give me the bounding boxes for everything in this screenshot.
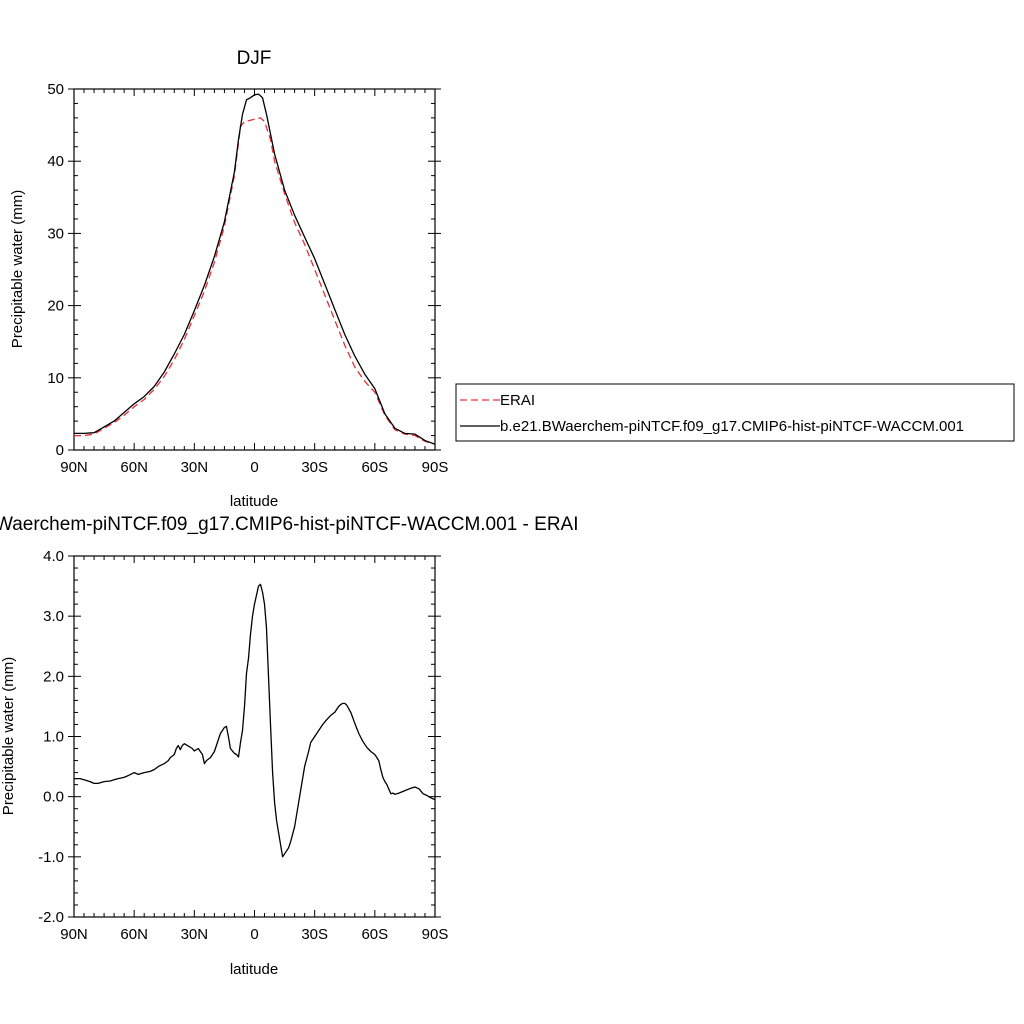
y-tick-label: 0	[56, 442, 64, 459]
plot-area: 90N 60N 30N 0 30S 60S 90S 0 10 20 30 40 50	[47, 81, 448, 476]
legend-box	[455, 383, 1015, 442]
plot-area: 90N 60N 30N 0 30S 60S 90S -2.0 -1.0 0.0 1.0 2.0 3.0 4…	[38, 548, 448, 943]
x-tick-label: 90N	[60, 459, 88, 476]
series-line-model	[74, 93, 436, 445]
x-tick-label: 0	[250, 926, 258, 943]
chart-title: b.e21.BWaerchem-piNTCF.f09_g17.CMIP6-his…	[0, 514, 579, 535]
x-tick-label: 60S	[361, 926, 388, 943]
y-tick-label: 2.0	[43, 668, 64, 685]
djf-precipitable-water-panel: DJF Precipitable water (mm) latitude 90N…	[9, 48, 448, 510]
difference-panel: b.e21.BWaerchem-piNTCF.f09_g17.CMIP6-his…	[0, 514, 579, 978]
y-tick-label: 1.0	[43, 729, 64, 746]
legend-label-erai: ERAI	[500, 392, 535, 409]
x-axis-label: latitude	[230, 961, 278, 978]
x-tick-label: 60N	[120, 926, 148, 943]
y-tick-label: 3.0	[43, 608, 64, 625]
x-tick-label: 90S	[422, 459, 449, 476]
legend-label-model: b.e21.BWaerchem-piNTCF.f09_g17.CMIP6-his…	[500, 418, 964, 435]
y-tick-label: 10	[47, 370, 64, 387]
y-tick-label: 30	[47, 225, 64, 242]
series-line-model	[74, 583, 436, 858]
x-tick-label: 90N	[60, 926, 88, 943]
plot-frame	[73, 555, 436, 918]
series-line-erai	[74, 117, 436, 445]
y-tick-label: -1.0	[38, 849, 64, 866]
y-tick-label: 20	[47, 298, 64, 315]
legend: ERAI b.e21.BWaerchem-piNTCF.f09_g17.CMIP…	[455, 383, 1015, 442]
x-tick-label: 30N	[181, 926, 209, 943]
x-axis-label: latitude	[230, 493, 278, 510]
plot-frame	[73, 88, 436, 451]
y-axis-label: Precipitable water (mm)	[9, 190, 26, 348]
x-tick-label: 0	[250, 459, 258, 476]
x-tick-label: 30S	[301, 926, 328, 943]
x-tick-label: 30S	[301, 459, 328, 476]
y-tick-label: 40	[47, 153, 64, 170]
y-tick-label: 4.0	[43, 548, 64, 565]
y-axis-label: Precipitable water (mm)	[0, 657, 17, 815]
y-tick-label: 50	[47, 81, 64, 98]
x-tick-label: 60S	[361, 459, 388, 476]
x-tick-label: 30N	[181, 459, 209, 476]
chart-title: DJF	[237, 48, 272, 69]
y-tick-label: 0.0	[43, 789, 64, 806]
x-tick-label: 60N	[120, 459, 148, 476]
y-tick-label: -2.0	[38, 909, 64, 926]
x-tick-label: 90S	[422, 926, 449, 943]
